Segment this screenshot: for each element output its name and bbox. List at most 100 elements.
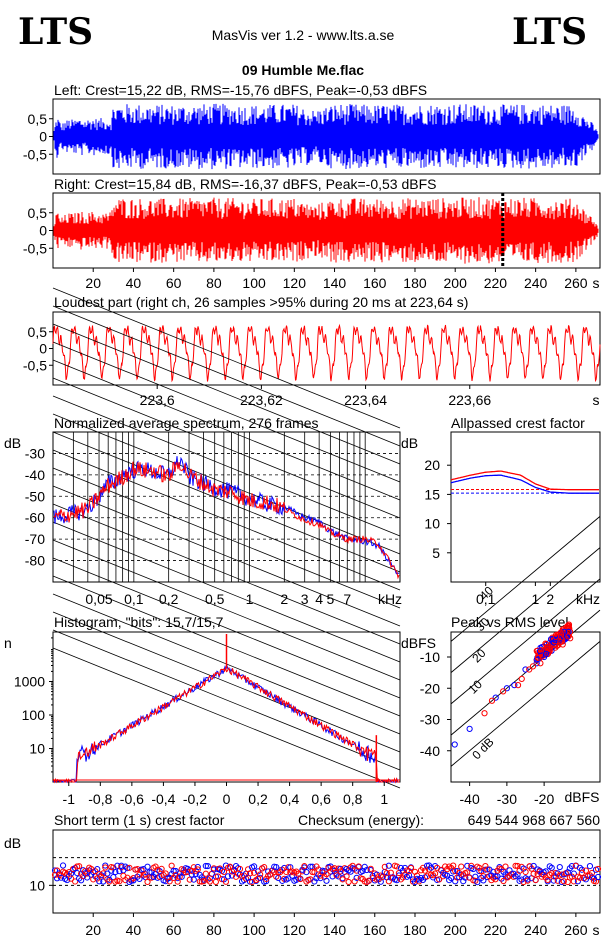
diagonal-label: 0 dB bbox=[469, 735, 496, 762]
peak-rms-left-point bbox=[466, 725, 473, 732]
ytick-label: -40 bbox=[25, 467, 45, 483]
xtick-label: 160 bbox=[363, 275, 387, 291]
xtick-label: 1 bbox=[531, 591, 539, 607]
file-title: 09 Humble Me.flac bbox=[242, 62, 364, 78]
peak-rms-cluster-point bbox=[534, 654, 542, 661]
short-crest-right-point bbox=[102, 864, 109, 871]
peak-rms-right-point bbox=[518, 675, 525, 682]
slope-line bbox=[52, 647, 401, 789]
short-crest-left-point bbox=[303, 869, 310, 876]
xtick-label: 60 bbox=[166, 275, 182, 291]
crest-left-trace bbox=[450, 474, 599, 494]
short-crest-left-point bbox=[405, 872, 413, 879]
peakrms-xunit: dBFS bbox=[564, 789, 599, 805]
short-crest-right-point bbox=[134, 865, 141, 873]
short-crest-right-point bbox=[174, 878, 181, 885]
ytick-label: -10 bbox=[420, 649, 440, 665]
short-crest-right-point bbox=[464, 869, 471, 876]
short-crest-right-point bbox=[72, 878, 79, 885]
xtick-label: -20 bbox=[534, 791, 554, 807]
slope-line bbox=[52, 629, 401, 771]
loudest-trace bbox=[52, 323, 601, 383]
short-crest-right-point bbox=[548, 870, 555, 877]
short-crest-left-point bbox=[255, 868, 262, 875]
slope-line bbox=[52, 305, 401, 447]
short-crest-right-point bbox=[383, 870, 390, 877]
short-crest-right-point bbox=[381, 863, 388, 870]
ytick-label: 0 bbox=[39, 129, 47, 145]
short-crest-right-point bbox=[560, 878, 567, 885]
short-crest-left-point bbox=[202, 862, 209, 870]
short-crest-right-point bbox=[158, 865, 165, 872]
short-crest-left-point bbox=[224, 873, 232, 880]
short-crest-right-point bbox=[194, 866, 201, 873]
diagonal-label: 10 bbox=[466, 677, 486, 697]
short-crest-right-point bbox=[407, 864, 415, 872]
short-crest-right-point bbox=[355, 863, 362, 870]
xtick-label: 0,1 bbox=[124, 591, 144, 607]
short-crest-right-point bbox=[130, 874, 137, 882]
xtick-label: 200 bbox=[444, 275, 468, 291]
peak-rms-right-point bbox=[481, 710, 488, 717]
histogram-ylabel: n bbox=[4, 635, 12, 651]
peak-rms-cluster-point bbox=[565, 628, 572, 635]
xtick-label: 1 bbox=[380, 791, 388, 807]
xtick-label: 0,8 bbox=[343, 791, 363, 807]
xtick-label: 223,66 bbox=[448, 392, 491, 408]
short-crest-right-point bbox=[84, 870, 91, 877]
short-crest-right-point bbox=[415, 878, 423, 885]
short-crest-left-point bbox=[337, 865, 344, 872]
left-wave-title: Left: Crest=15,22 dB, RMS=-15,76 dBFS, P… bbox=[54, 82, 427, 98]
spectrum-right-trace bbox=[53, 461, 400, 580]
short-crest-left-point bbox=[112, 868, 119, 876]
app-title: MasVis ver 1.2 - www.lts.a.se bbox=[212, 27, 395, 43]
xtick-label: 200 bbox=[444, 922, 468, 938]
ytick-label: 0,5 bbox=[28, 324, 48, 340]
short-crest-left-point bbox=[130, 877, 137, 884]
short-crest-left-point bbox=[104, 870, 111, 877]
short-crest-left-point bbox=[454, 867, 461, 875]
peak-rms-cluster-point bbox=[543, 650, 550, 657]
short-crest-right-point bbox=[480, 873, 487, 880]
short-crest-right-point bbox=[558, 871, 565, 878]
short-crest-left-point bbox=[263, 878, 270, 885]
xtick-label: -40 bbox=[460, 791, 480, 807]
histogram-left-trace bbox=[52, 663, 399, 784]
short-crest-left-point bbox=[385, 862, 392, 869]
waveform-trace bbox=[53, 197, 599, 264]
short-crest-left-point bbox=[576, 864, 583, 871]
xtick-label: 0,2 bbox=[159, 591, 179, 607]
short-crest-left-point bbox=[251, 863, 258, 870]
ytick-label: 10 bbox=[29, 740, 45, 756]
short-crest-right-point bbox=[236, 865, 244, 873]
peak-rms-cluster-point bbox=[557, 629, 564, 636]
waveform-trace bbox=[53, 103, 599, 170]
slope-line bbox=[52, 503, 401, 645]
short-crest-right-point bbox=[393, 863, 400, 870]
short-crest-right-point bbox=[500, 877, 507, 885]
loudest-title: Loudest part (right ch, 26 samples >95% … bbox=[54, 294, 468, 310]
xtick-label: 220 bbox=[484, 922, 508, 938]
xtick-label: 20 bbox=[85, 922, 101, 938]
short-crest-right-point bbox=[431, 870, 439, 877]
xtick-label: 223,64 bbox=[344, 392, 387, 408]
short-crest-left-point bbox=[462, 874, 469, 881]
short-crest-left-point bbox=[440, 869, 447, 876]
slope-line bbox=[52, 287, 401, 429]
ytick-label: 5 bbox=[432, 545, 440, 561]
short-crest-right-point bbox=[532, 876, 539, 884]
short-crest-right-point bbox=[512, 862, 519, 869]
xtick-label: 0,5 bbox=[205, 591, 225, 607]
short-crest-left-point bbox=[144, 863, 151, 870]
short-crest-left-point bbox=[363, 866, 370, 874]
ytick-label: -30 bbox=[25, 445, 45, 461]
ytick-label: -60 bbox=[25, 510, 45, 526]
short-crest-right-point bbox=[544, 876, 551, 883]
peak-rms-left-point bbox=[503, 685, 510, 692]
short-crest-right-point bbox=[257, 871, 264, 878]
xtick-label: 40 bbox=[126, 275, 142, 291]
peak-rms-cluster-point bbox=[542, 640, 549, 647]
short-crest-right-point bbox=[331, 865, 338, 872]
short-crest-right-point bbox=[315, 866, 322, 873]
ytick-label: -40 bbox=[420, 743, 440, 759]
